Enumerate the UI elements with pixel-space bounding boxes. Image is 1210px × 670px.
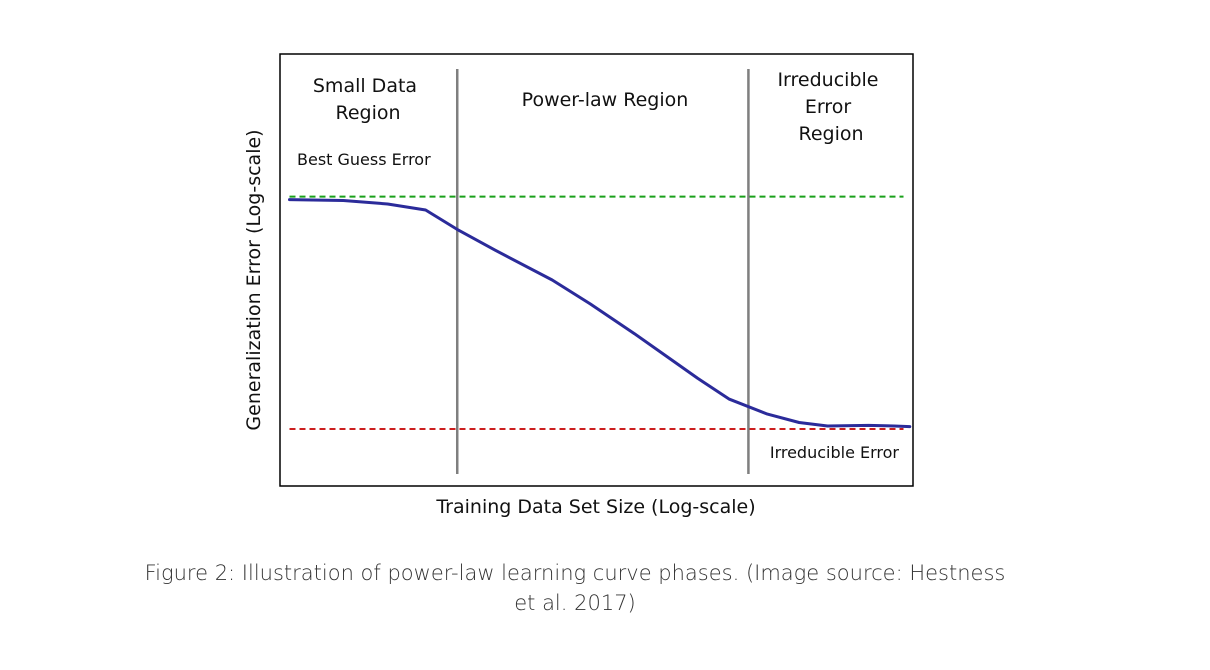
caption-line-2: et al. 2017) bbox=[514, 591, 636, 615]
figure-caption: Figure 2: Illustration of power-law lear… bbox=[100, 558, 1050, 618]
learning-curve-line bbox=[288, 198, 912, 429]
plot-frame bbox=[279, 53, 914, 487]
learning-curve-chart: Small Data Region Power-law Region Irred… bbox=[243, 53, 914, 518]
irreducible-error-label: Irreducible Error bbox=[770, 443, 900, 462]
x-axis-label: Training Data Set Size (Log-scale) bbox=[435, 496, 755, 518]
region-label-irreducible-error: Irreducible Error Region bbox=[777, 69, 884, 145]
region-label-small-data: Small Data Region bbox=[313, 75, 423, 124]
best-guess-error-label: Best Guess Error bbox=[297, 150, 431, 169]
region-label-power-law: Power-law Region bbox=[522, 89, 689, 111]
y-axis-label: Generalization Error (Log-scale) bbox=[243, 129, 265, 430]
caption-line-1: Figure 2: Illustration of power-law lear… bbox=[144, 561, 1006, 585]
